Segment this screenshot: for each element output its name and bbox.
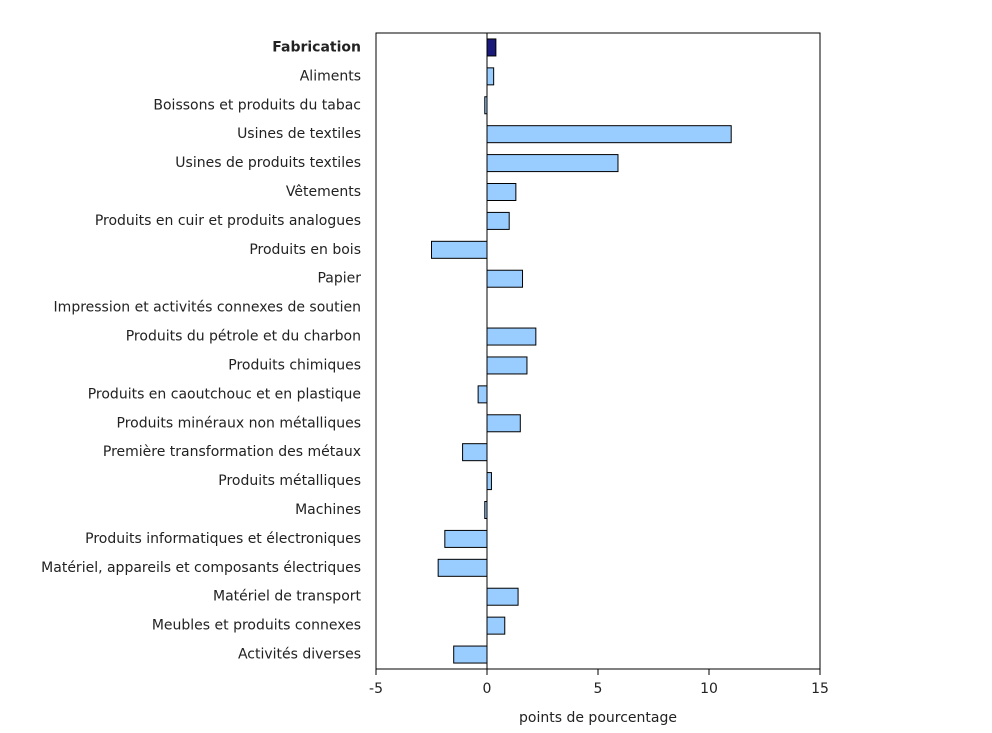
bar: [486, 125, 732, 144]
x-axis-label: points de pourcentage: [519, 710, 677, 726]
y-tick-label: Aliments: [300, 68, 361, 84]
bar: [486, 327, 537, 346]
bar: [486, 269, 524, 288]
y-tick-label: Produits du pétrole et du charbon: [126, 329, 361, 345]
y-tick-label: Fabrication: [272, 39, 361, 55]
bar: [444, 529, 488, 548]
bar: [486, 472, 492, 491]
bar: [477, 385, 488, 404]
bar: [437, 558, 488, 577]
y-tick-label: Meubles et produits connexes: [152, 618, 361, 634]
y-tick-label: Vêtements: [286, 184, 361, 200]
y-tick-label: Usines de produits textiles: [175, 155, 361, 171]
y-tick-label: Impression et activités connexes de sout…: [54, 300, 361, 316]
y-tick-label: Activités diverses: [238, 647, 361, 663]
bar: [486, 183, 517, 201]
y-tick-label: Papier: [317, 271, 361, 287]
bar: [486, 211, 510, 230]
y-tick-label: Produits informatiques et électroniques: [85, 531, 361, 547]
y-tick-label: Machines: [295, 502, 361, 518]
bar: [486, 356, 528, 375]
x-tick-label: 10: [700, 681, 718, 697]
bar: [486, 414, 521, 433]
bar: [486, 587, 519, 606]
bar: [486, 67, 495, 86]
bar: [486, 38, 497, 57]
x-tick-label: 5: [594, 681, 603, 697]
y-tick-label: Matériel, appareils et composants électr…: [41, 560, 361, 576]
y-tick-label: Première transformation des métaux: [103, 444, 361, 460]
y-tick-label: Produits en bois: [249, 242, 361, 258]
x-tick-label: -5: [369, 681, 383, 697]
bar: [462, 443, 488, 462]
y-tick-label: Produits en cuir et produits analogues: [95, 213, 361, 229]
bar: [486, 616, 506, 635]
y-tick-label: Produits minéraux non métalliques: [117, 415, 361, 431]
bar: [453, 645, 488, 664]
y-tick-label: Usines de textiles: [237, 126, 361, 142]
y-tick-label: Matériel de transport: [213, 589, 362, 605]
y-tick-label: Produits métalliques: [218, 473, 361, 489]
x-tick-label: 15: [811, 681, 829, 697]
y-tick-label: Produits chimiques: [228, 357, 361, 373]
y-tick-label: Produits en caoutchouc et en plastique: [88, 386, 361, 402]
bar: [431, 240, 488, 259]
bar: [486, 154, 619, 173]
y-tick-label: Boissons et produits du tabac: [153, 97, 361, 113]
x-tick-label: 0: [483, 681, 492, 697]
